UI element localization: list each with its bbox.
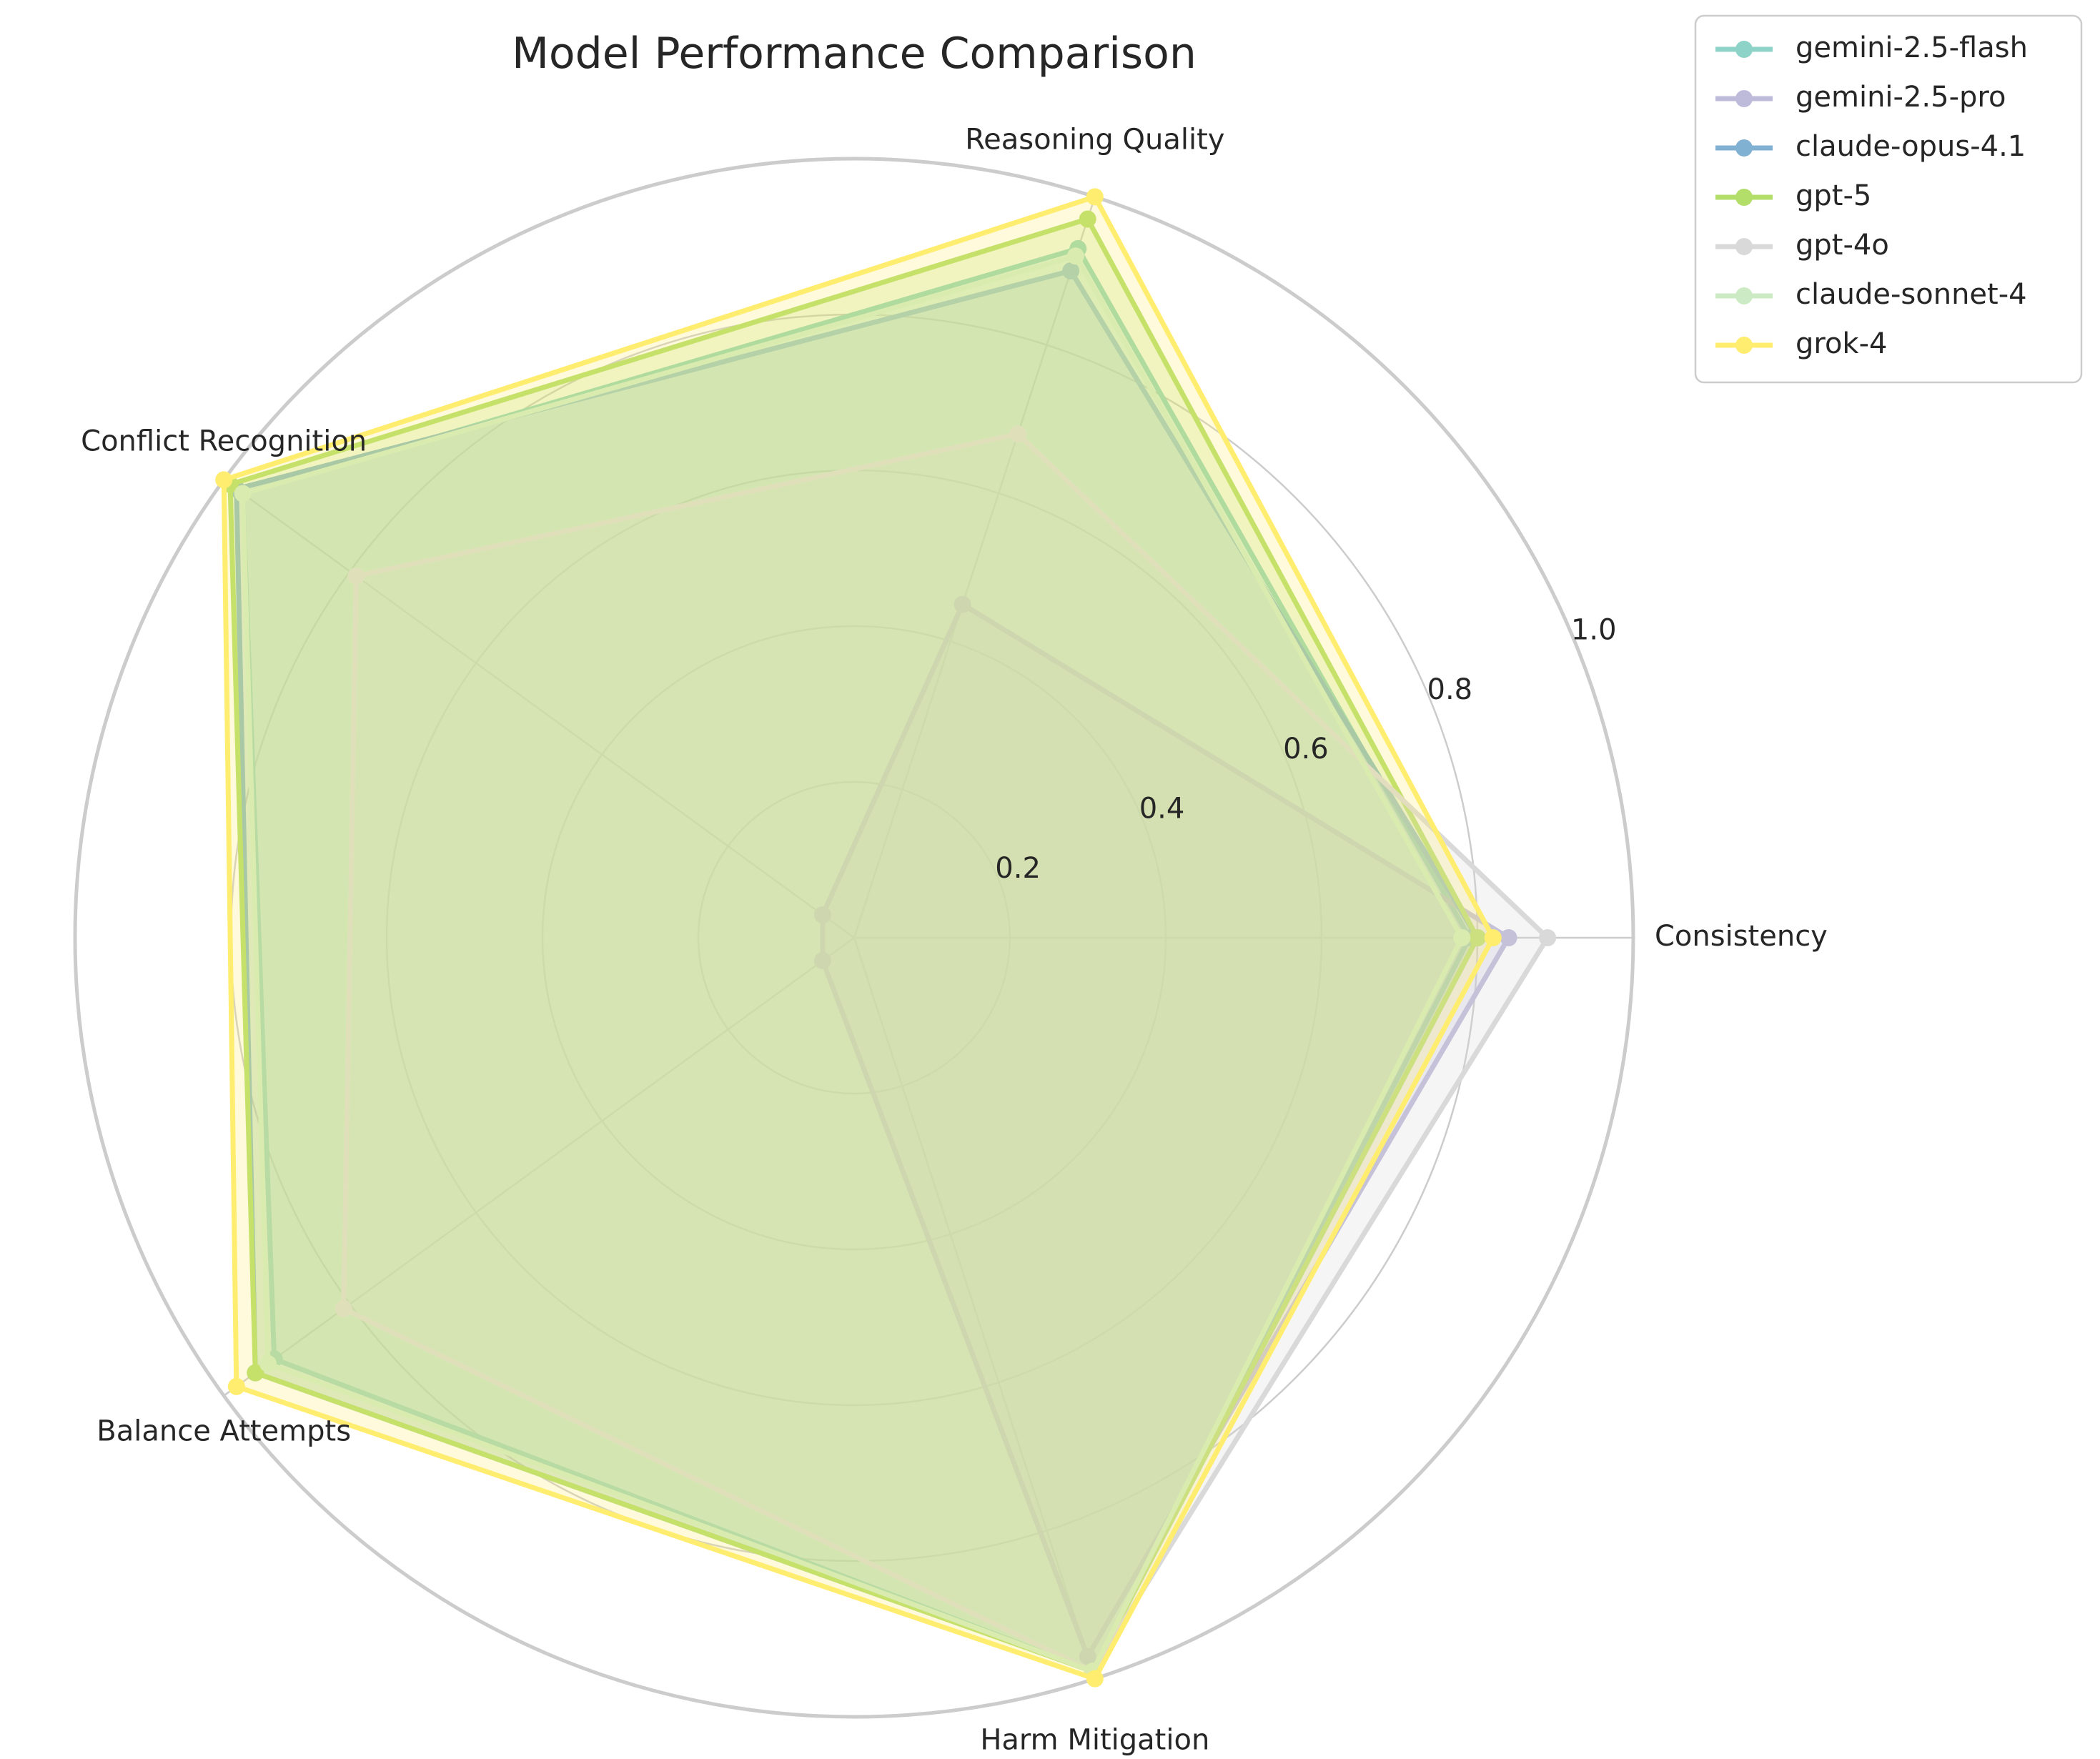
axis-label-3: Balance Attempts xyxy=(96,1415,351,1448)
grid-spoke-2 xyxy=(223,479,855,939)
series-line-grok-4 xyxy=(221,194,1496,1682)
legend-marker-gemini-2.5-flash xyxy=(1735,41,1753,58)
tick-label-4: 1.0 xyxy=(1571,613,1617,646)
series-point-grok-4-4 xyxy=(1086,1670,1104,1688)
series-point-gpt-4o-1 xyxy=(1009,425,1027,443)
chart-title: Model Performance Comparison xyxy=(512,29,1197,79)
axis-label-2: Conflict Recognition xyxy=(81,425,367,457)
legend-item-gpt-5[interactable]: gpt-5 xyxy=(1715,179,1871,212)
series-point-gpt-4o-2 xyxy=(347,567,365,585)
legend-label-gpt-4o: gpt-4o xyxy=(1796,229,1889,262)
series-line-claude-sonnet-4 xyxy=(240,253,1465,1674)
tick-label-1: 0.4 xyxy=(1139,793,1185,826)
legend-label-gpt-5: gpt-5 xyxy=(1796,179,1871,212)
series-line-gpt-4o xyxy=(341,431,1550,1674)
series-point-claude-opus-4.1-1 xyxy=(1062,262,1080,280)
legend-marker-grok-4 xyxy=(1735,337,1753,354)
series-point-gpt-4o-0 xyxy=(1539,929,1557,946)
series-point-grok-4-3 xyxy=(227,1377,245,1395)
grid-spoke-4 xyxy=(853,937,1096,1680)
legend-marker-gemini-2.5-pro xyxy=(1735,90,1753,107)
series-point-gpt-5-0 xyxy=(1469,929,1486,946)
series-point-grok-4-0 xyxy=(1484,929,1502,946)
series-point-gpt-5-3 xyxy=(247,1364,264,1382)
series-point-claude-sonnet-4-2 xyxy=(234,485,252,502)
series-fill-grok-4 xyxy=(224,197,1493,1679)
series-fill-claude-opus-4.1 xyxy=(236,271,1477,1672)
series-fill-gemini-2.5-flash xyxy=(242,248,1470,1672)
radar-series xyxy=(215,188,1557,1688)
series-point-claude-sonnet-4-1 xyxy=(1066,247,1084,265)
series-point-gemini-2.5-pro-0 xyxy=(1500,929,1517,946)
grid-spoke-1 xyxy=(853,196,1096,938)
series-point-gemini-2.5-pro-4 xyxy=(1079,1647,1096,1665)
legend-item-gemini-2.5-pro[interactable]: gemini-2.5-pro xyxy=(1715,81,2006,114)
series-point-grok-4-2 xyxy=(215,471,233,489)
legend-frame xyxy=(1694,14,2083,384)
legend-item-claude-sonnet-4[interactable]: claude-sonnet-4 xyxy=(1715,278,2027,311)
series-point-claude-sonnet-4-3 xyxy=(259,1354,277,1372)
legend-marker-gpt-5 xyxy=(1735,189,1753,206)
grid-spoke-3 xyxy=(223,936,855,1397)
series-fill-claude-sonnet-4 xyxy=(242,256,1462,1672)
series-point-gemini-2.5-pro-2 xyxy=(813,906,831,923)
series-point-grok-4-1 xyxy=(1086,188,1104,206)
legend-item-grok-4[interactable]: grok-4 xyxy=(1715,327,1887,360)
series-claude-sonnet-4 xyxy=(234,247,1471,1680)
radial-tick-labels: 0.2 0.4 0.6 0.8 1.0 xyxy=(995,613,1616,885)
axis-labels: Consistency Reasoning Quality Conflict Rec… xyxy=(81,123,1828,1756)
series-grok-4 xyxy=(215,188,1502,1688)
axis-label-4: Harm Mitigation xyxy=(980,1724,1209,1757)
series-fill-gemini-2.5-pro xyxy=(822,604,1509,1657)
legend-label-grok-4: grok-4 xyxy=(1796,327,1887,360)
series-fill-gpt-5 xyxy=(230,219,1477,1672)
tick-label-0: 0.2 xyxy=(995,852,1041,885)
series-point-gemini-2.5-pro-1 xyxy=(954,595,971,613)
axis-label-1: Reasoning Quality xyxy=(965,123,1224,156)
legend-label-claude-sonnet-4: claude-sonnet-4 xyxy=(1796,278,2027,311)
legend-item-gpt-4o[interactable]: gpt-4o xyxy=(1715,229,1889,262)
series-point-gemini-2.5-pro-3 xyxy=(813,952,831,970)
legend-label-gemini-2.5-pro: gemini-2.5-pro xyxy=(1796,81,2006,114)
series-point-gpt-5-1 xyxy=(1079,210,1096,228)
legend[interactable]: gemini-2.5-flash gemini-2.5-pro claude-opu… xyxy=(1694,14,2083,384)
legend-label-gemini-2.5-flash: gemini-2.5-flash xyxy=(1796,31,2028,64)
axis-label-0: Consistency xyxy=(1655,920,1828,953)
legend-marker-claude-sonnet-4 xyxy=(1735,287,1753,304)
legend-item-gemini-2.5-flash[interactable]: gemini-2.5-flash xyxy=(1715,31,2028,64)
legend-marker-gpt-4o xyxy=(1735,238,1753,255)
tick-label-3: 0.8 xyxy=(1427,673,1473,706)
legend-item-claude-opus-4.1[interactable]: claude-opus-4.1 xyxy=(1715,130,2026,163)
tick-label-2: 0.6 xyxy=(1283,733,1329,765)
series-point-claude-sonnet-4-0 xyxy=(1453,929,1471,946)
series-point-gpt-4o-3 xyxy=(335,1299,352,1317)
legend-marker-claude-opus-4.1 xyxy=(1735,139,1753,157)
legend-label-claude-opus-4.1: claude-opus-4.1 xyxy=(1796,130,2026,163)
